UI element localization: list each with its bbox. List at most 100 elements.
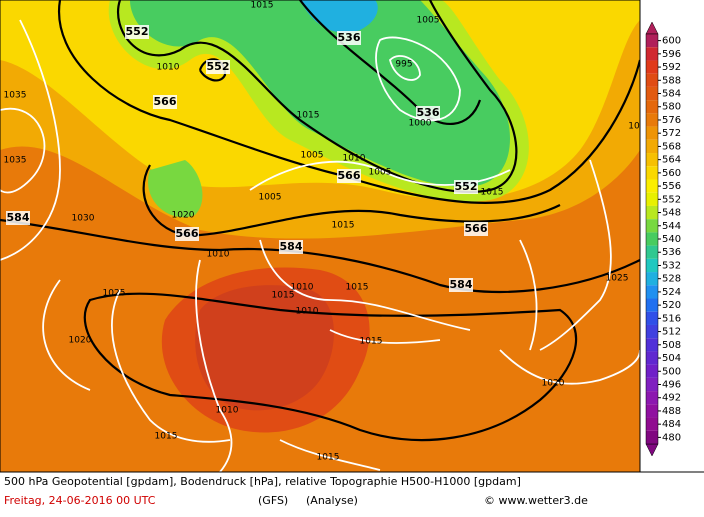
colorbar-swatch (646, 311, 658, 325)
geopotential-label: 584 (280, 240, 303, 253)
pressure-label: 995 (395, 60, 412, 70)
label-box (175, 227, 199, 241)
label-box (337, 31, 361, 45)
label-box (279, 240, 303, 254)
label-box (206, 60, 230, 74)
pressure-label: 1015 (297, 111, 320, 121)
colorbar-swatch (646, 364, 658, 378)
label-box (449, 278, 473, 292)
colorbar-swatch (646, 179, 658, 193)
colorbar-swatch (646, 192, 658, 206)
colorbar-swatch (646, 205, 658, 220)
colorbar-label: 572 (662, 128, 681, 139)
geopotential-label: 566 (465, 222, 488, 235)
colorbar-swatch (646, 100, 658, 114)
colorbar-label: 536 (662, 247, 681, 258)
colorbar-swatch (646, 430, 658, 444)
colorbar-label: 544 (662, 221, 681, 232)
colorbar-cap (645, 21, 659, 35)
colorbar-cap (645, 443, 659, 457)
pressure-label: 1005 (301, 151, 324, 161)
colorbar-label: 500 (662, 366, 681, 377)
pressure-label: 1035 (4, 156, 27, 166)
label-box (125, 25, 149, 39)
pressure-label: 1015 (317, 453, 340, 463)
green-region (130, 0, 510, 187)
pressure-contours (0, 19, 640, 472)
pressure-label: 1020 (69, 336, 92, 346)
colorbar-label: 564 (662, 155, 681, 166)
colorbar-swatch (646, 258, 658, 273)
footer-date: Freitag, 24-06-2016 00 UTC (4, 494, 156, 507)
colorbar-label: 560 (662, 168, 681, 179)
colorbar-swatch (646, 86, 658, 101)
colorbar-swatch (646, 139, 658, 154)
label-box (416, 106, 440, 120)
colorbar-swatch (646, 60, 658, 74)
colorbar-label: 528 (662, 274, 681, 285)
pressure-label: 1015 (360, 337, 383, 347)
footer-line: 500 hPa Geopotential [gpdam], Bodendruck… (4, 475, 521, 488)
pressure-label: 1010 (207, 250, 230, 260)
colorbar-swatch (646, 351, 658, 365)
colorbar-label: 548 (662, 208, 681, 219)
green-trough (148, 160, 203, 218)
colorbar-label: 520 (662, 300, 681, 311)
colorbar-label: 556 (662, 181, 681, 192)
colorbar-label: 524 (662, 287, 681, 298)
colorbar-swatch (646, 166, 658, 180)
colorbar-label: 492 (662, 393, 681, 404)
label-box (464, 222, 488, 236)
geopotential-label: 584 (450, 278, 473, 291)
map (0, 0, 640, 472)
pressure-label: 1015 (332, 221, 355, 231)
colorbar-label: 508 (662, 340, 681, 351)
colorbar-label: 532 (662, 260, 681, 271)
geopotential-label: 552 (207, 60, 230, 73)
geopotential-label: 552 (126, 25, 149, 38)
colorbar-swatch (646, 391, 658, 405)
label-box (6, 211, 30, 225)
colorbar-label: 592 (662, 62, 681, 73)
pressure-label: 1015 (272, 291, 295, 301)
colorbar-label: 540 (662, 234, 681, 245)
colorbar-swatch (646, 338, 658, 352)
colorbar-swatch (646, 417, 658, 431)
colorbar-label: 600 (662, 36, 681, 47)
pressure-label: 1025 (606, 274, 629, 284)
pressure-label: 1015 (251, 1, 274, 11)
pressure-label: 1030 (72, 214, 95, 224)
colorbar-label: 596 (662, 49, 681, 60)
colorbar-label: 480 (662, 432, 681, 443)
pressure-label: 1015 (346, 283, 369, 293)
pressure-label: 1025 (103, 289, 126, 299)
pressure-label: 1015 (481, 188, 504, 198)
geopotential-label: 566 (176, 227, 199, 240)
colorbar-label: 568 (662, 141, 681, 152)
pressure-label: 1035 (4, 91, 27, 101)
colorbar-label: 484 (662, 419, 681, 430)
colorbar-swatch (646, 47, 658, 61)
pressure-label: 1010 (343, 154, 366, 164)
colorbar-swatch (646, 324, 658, 339)
colorbar-swatch (646, 404, 658, 418)
colorbar-label: 504 (662, 353, 681, 364)
pressure-label: 1020 (542, 379, 565, 389)
colorbar-swatch (646, 285, 658, 299)
red-region (195, 285, 334, 411)
colorbar-label: 576 (662, 115, 681, 126)
footer-model: (GFS) (258, 494, 288, 507)
colorbar-label: 512 (662, 327, 681, 338)
blue-region (300, 0, 378, 33)
colorbar-label: 580 (662, 102, 681, 113)
colorbar-swatch (646, 73, 658, 87)
colorbar-swatch (646, 272, 658, 286)
geopotential-label: 552 (455, 180, 478, 193)
pressure-label: 1005 (417, 16, 440, 26)
pressure-label: 1015 (155, 432, 178, 442)
geopotential-label: 536 (338, 31, 361, 44)
geopotential-label: 584 (7, 211, 30, 224)
pressure-label: 1000 (409, 119, 432, 129)
colorbar-swatch (646, 245, 658, 259)
